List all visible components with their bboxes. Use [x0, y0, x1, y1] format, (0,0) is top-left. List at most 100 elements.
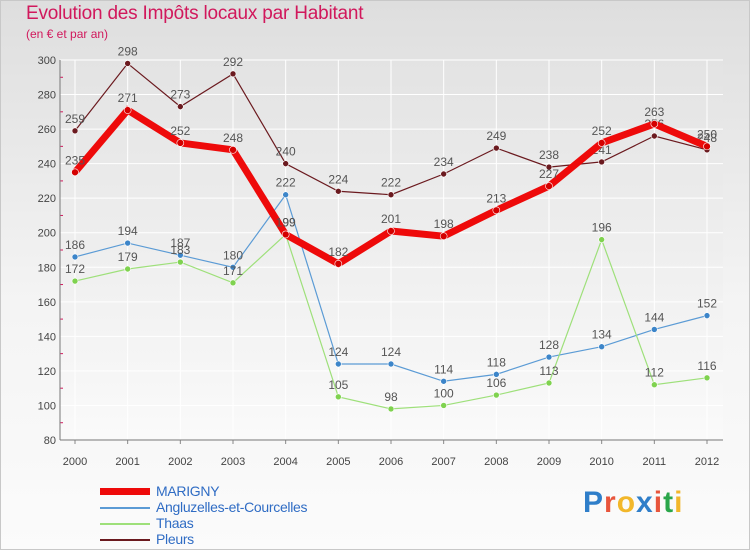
data-label-marigny: 199 — [276, 215, 296, 229]
data-point-thaas — [545, 379, 553, 387]
data-label-pleurs: 273 — [170, 88, 190, 102]
data-point-angluzelles-et-courcelles — [177, 251, 184, 259]
data-point-thaas — [493, 391, 500, 399]
data-point-angluzelles-et-courcelles — [545, 353, 553, 361]
y-tick-label: 100 — [38, 400, 56, 412]
legend-swatch-angluzelles — [100, 507, 150, 509]
data-label-angluzelles-et-courcelles: 194 — [118, 224, 138, 238]
legend-label-angluzelles: Angluzelles-et-Courcelles — [156, 499, 308, 515]
data-label-pleurs: 224 — [328, 172, 348, 186]
x-tick-label: 2007 — [431, 456, 455, 468]
data-point-pleurs — [440, 170, 447, 178]
data-label-angluzelles-et-courcelles: 114 — [434, 362, 453, 376]
data-label-angluzelles-et-courcelles: 124 — [328, 345, 348, 359]
data-label-thaas: 171 — [223, 264, 243, 278]
data-label-marigny: 252 — [592, 124, 612, 138]
data-point-angluzelles-et-courcelles — [387, 360, 395, 368]
data-label-thaas: 179 — [118, 250, 138, 264]
x-tick-label: 2012 — [695, 456, 719, 468]
data-label-pleurs: 249 — [486, 129, 506, 143]
data-point-thaas — [229, 279, 237, 287]
data-point-marigny — [176, 139, 185, 147]
data-point-marigny — [597, 139, 606, 147]
data-label-marigny: 198 — [434, 217, 454, 231]
data-point-angluzelles-et-courcelles — [598, 343, 605, 351]
data-point-pleurs — [229, 70, 237, 78]
data-label-angluzelles-et-courcelles: 144 — [644, 310, 664, 324]
data-label-thaas: 100 — [434, 386, 454, 400]
data-point-marigny — [703, 142, 711, 151]
data-point-marigny — [492, 206, 501, 215]
x-tick-label: 2011 — [643, 456, 667, 468]
data-label-marigny: 227 — [539, 167, 559, 181]
legend-item-thaas: Thaas — [100, 515, 420, 532]
series-thaas: 172 179 183 171 199 105 98 100 106 113 196 112 116 — [65, 215, 717, 413]
y-tick-label: 260 — [38, 124, 56, 136]
x-tick-label: 2005 — [326, 456, 350, 468]
data-label-thaas: 183 — [170, 243, 190, 257]
y-tick-label: 140 — [38, 331, 56, 343]
data-label-marigny: 182 — [328, 245, 348, 259]
data-label-marigny: 250 — [697, 127, 717, 141]
chart-legend: MARIGNY Angluzelles-et-Courcelles Thaas … — [100, 483, 420, 548]
x-tick-label: 2001 — [115, 456, 139, 468]
data-label-angluzelles-et-courcelles: 222 — [276, 176, 296, 190]
data-point-angluzelles-et-courcelles — [335, 360, 342, 368]
logo-letter: i — [653, 486, 664, 519]
data-point-thaas — [387, 405, 395, 413]
data-point-thaas — [440, 402, 447, 409]
x-tick-label: 2000 — [63, 456, 87, 468]
data-point-marigny — [281, 230, 290, 239]
data-point-marigny — [545, 182, 553, 190]
data-label-angluzelles-et-courcelles: 187 — [170, 236, 190, 250]
data-label-thaas: 106 — [486, 376, 506, 390]
data-point-pleurs — [545, 163, 553, 171]
legend-label-marigny: MARIGNY — [156, 483, 220, 499]
legend-swatch-thaas — [100, 523, 150, 525]
logo-letter: t — [663, 486, 675, 519]
legend-swatch-marigny — [100, 488, 150, 495]
y-tick-label: 300 — [38, 55, 56, 67]
y-tick-label: 80 — [44, 435, 56, 447]
data-label-marigny: 248 — [223, 131, 243, 145]
y-tick-label: 280 — [38, 90, 56, 102]
x-tick-label: 2002 — [168, 456, 192, 468]
y-tick-label: 160 — [38, 297, 56, 309]
data-label-thaas: 172 — [65, 262, 85, 276]
data-label-pleurs: 222 — [381, 176, 401, 190]
legend-item-marigny: MARIGNY — [100, 483, 420, 500]
logo-letter: o — [616, 486, 637, 519]
data-label-thaas: 112 — [645, 366, 664, 380]
logo-letter: P — [583, 486, 605, 519]
data-label-angluzelles-et-courcelles: 124 — [381, 345, 401, 359]
data-point-marigny — [229, 146, 237, 154]
data-label-thaas: 113 — [539, 364, 558, 378]
data-point-pleurs — [387, 191, 395, 199]
data-label-marigny: 252 — [170, 124, 190, 138]
x-tick-label: 2003 — [221, 456, 245, 468]
x-tick-label: 2010 — [589, 456, 613, 468]
data-label-pleurs: 240 — [276, 145, 296, 159]
data-point-pleurs — [651, 132, 658, 140]
data-label-angluzelles-et-courcelles: 128 — [539, 338, 559, 352]
x-tick-label: 2006 — [379, 456, 403, 468]
data-point-thaas — [598, 236, 605, 243]
data-point-marigny — [650, 120, 659, 128]
logo-letter: x — [636, 486, 654, 519]
data-point-angluzelles-et-courcelles — [124, 239, 131, 247]
data-point-angluzelles-et-courcelles — [71, 253, 79, 261]
legend-item-pleurs: Pleurs — [100, 531, 420, 548]
data-label-angluzelles-et-courcelles: 152 — [697, 297, 717, 311]
chart-subtitle: (en € et par an) — [26, 27, 109, 41]
data-point-angluzelles-et-courcelles — [282, 191, 289, 199]
data-label-marigny: 263 — [644, 105, 664, 119]
data-label-pleurs: 259 — [65, 112, 85, 126]
y-tick-label: 240 — [38, 159, 56, 171]
data-label-marigny: 271 — [118, 91, 138, 105]
legend-label-thaas: Thaas — [156, 515, 194, 531]
data-label-angluzelles-et-courcelles: 118 — [487, 355, 506, 369]
data-label-pleurs: 298 — [118, 44, 138, 58]
data-point-pleurs — [335, 187, 342, 195]
data-point-pleurs — [598, 158, 605, 166]
series-angluzelles-et-courcelles: 186 194 187 180 222 124 124 114 118 128 134 144 152 — [65, 176, 717, 385]
